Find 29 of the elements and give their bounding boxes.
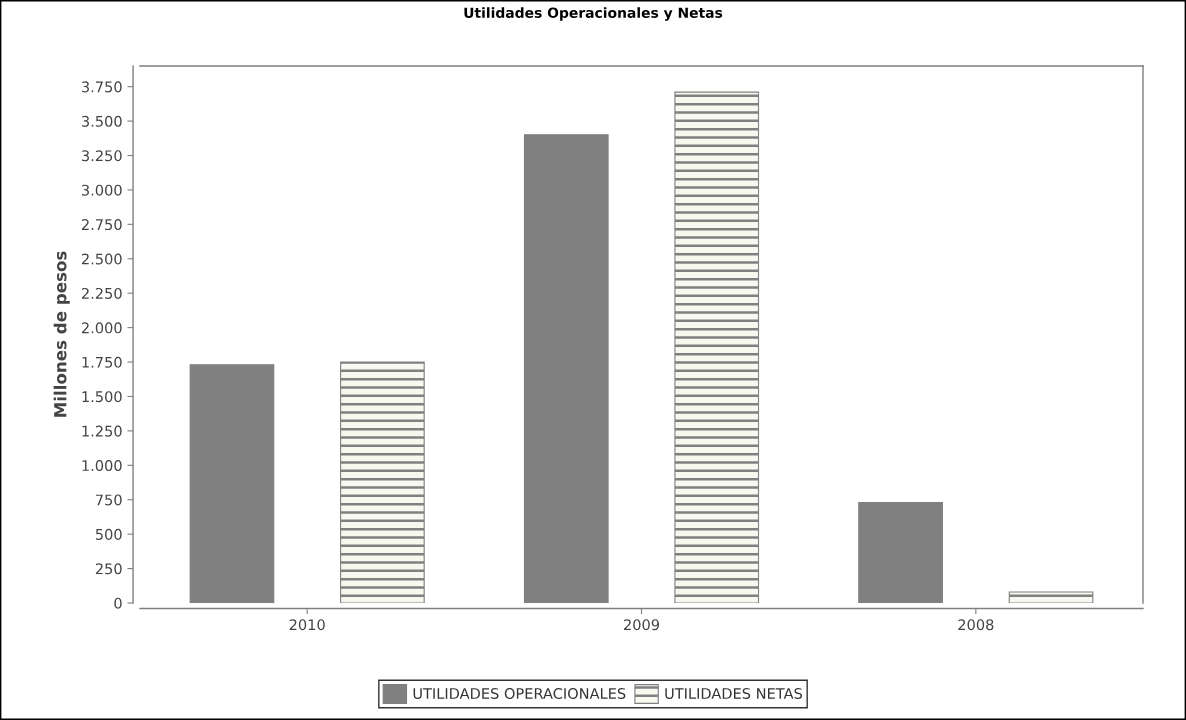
y-tick-label: 500 — [95, 528, 122, 540]
y-tick-label: 1.500 — [82, 391, 122, 403]
bar — [189, 364, 275, 603]
legend-label: UTILIDADES NETAS — [665, 687, 802, 700]
x-tick-label: 2008 — [958, 619, 994, 631]
y-tick-label: 1.750 — [82, 356, 122, 368]
y-tick-label: 3.500 — [82, 115, 122, 127]
bar — [1008, 591, 1094, 603]
y-tick-label: 2.250 — [81, 287, 122, 299]
y-tick-label: 3.000 — [82, 184, 122, 196]
y-tick-label: 2.500 — [81, 253, 122, 265]
bar — [674, 91, 760, 603]
bar — [523, 134, 609, 603]
y-tick-label: 3.250 — [82, 150, 122, 162]
y-tick-label: 3.750 — [82, 81, 122, 93]
y-axis-title: Millones de pesos — [53, 251, 70, 417]
y-tick-label: 0 — [114, 597, 122, 609]
x-tick-label: 2010 — [289, 619, 325, 631]
legend-label: UTILIDADES OPERACIONALES — [413, 687, 626, 700]
y-tick-label: 1.250 — [82, 425, 122, 437]
bar — [340, 361, 425, 603]
bar — [858, 501, 943, 603]
chart-title: Utilidades Operacionales y Netas — [464, 7, 723, 21]
y-tick-label: 2.750 — [81, 219, 122, 231]
y-tick-label: 2.000 — [81, 322, 122, 334]
y-tick-label: 750 — [96, 494, 122, 506]
y-tick-label: 1.000 — [82, 460, 122, 472]
y-tick-label: 250 — [95, 563, 122, 575]
x-tick-label: 2009 — [624, 619, 660, 631]
